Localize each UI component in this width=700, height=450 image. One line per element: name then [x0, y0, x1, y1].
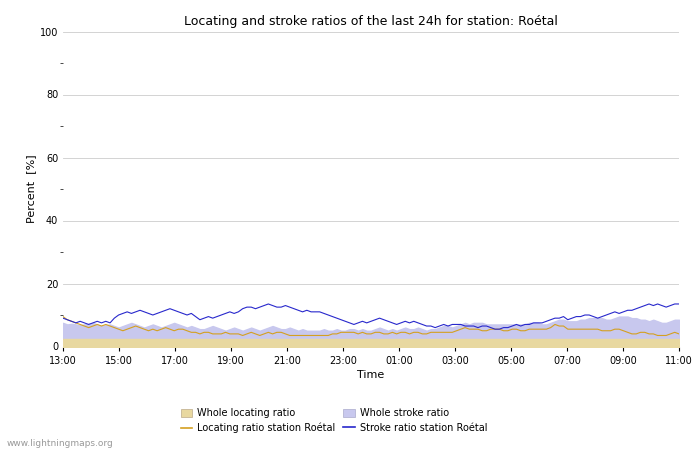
- Text: www.lightningmaps.org: www.lightningmaps.org: [7, 439, 113, 448]
- X-axis label: Time: Time: [358, 370, 384, 380]
- Y-axis label: Percent  [%]: Percent [%]: [26, 155, 36, 223]
- Title: Locating and stroke ratios of the last 24h for station: Roétal: Locating and stroke ratios of the last 2…: [184, 14, 558, 27]
- Legend: Whole locating ratio, Locating ratio station Roétal, Whole stroke ratio, Stroke : Whole locating ratio, Locating ratio sta…: [181, 408, 487, 433]
